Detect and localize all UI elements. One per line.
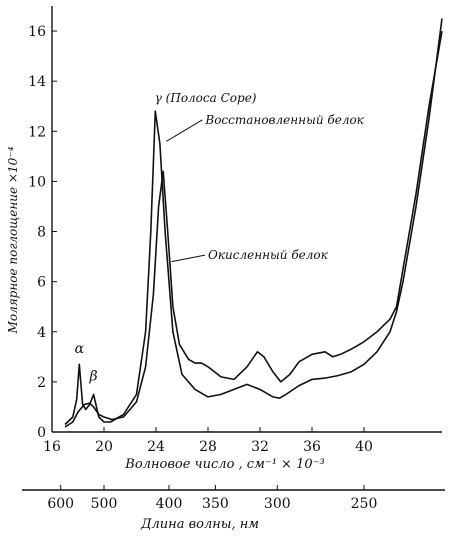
x-tick-label: 36 <box>303 439 321 455</box>
x-tick-label: 28 <box>199 439 217 455</box>
x-tick-label: 40 <box>355 439 373 455</box>
x2-tick-label: 300 <box>264 496 291 512</box>
annotation-label: α <box>75 341 85 357</box>
annotation-label: γ (Полоса Соре) <box>155 91 257 105</box>
y-tick-label: 14 <box>28 74 46 90</box>
x2-tick-label: 400 <box>156 496 183 512</box>
series-group <box>64 18 443 428</box>
x2-tick-label: 250 <box>351 496 378 512</box>
y-tick-label: 8 <box>37 225 46 241</box>
x2-tick-label: 500 <box>91 496 118 512</box>
x2-tick-label: 600 <box>47 496 74 512</box>
annotation-label: Окисленный белок <box>208 248 329 262</box>
annotation-leader <box>171 254 206 263</box>
spectrum-line-1 <box>64 18 443 426</box>
y-tick-label: 0 <box>37 425 46 441</box>
annotation-leader <box>166 119 203 142</box>
y-tick-label: 16 <box>28 24 46 40</box>
x-tick-label: 20 <box>95 439 113 455</box>
x-tick-label: 32 <box>251 439 269 455</box>
annotations: αβ γ (Полоса Соре) Восстановленный белок Ок… <box>75 91 365 384</box>
x2-tick-label: 350 <box>202 496 229 512</box>
x-tick-label: 16 <box>43 439 61 455</box>
annotation-label: β <box>89 368 98 384</box>
x-axis-label: Волновое число , см⁻¹ × 10⁻³ <box>124 457 324 472</box>
y-tick-label: 12 <box>28 124 46 140</box>
x-tick-label: 24 <box>147 439 165 455</box>
y-tick-label: 6 <box>37 275 46 291</box>
spectrum-line-2 <box>64 30 443 428</box>
y-tick-label: 2 <box>37 375 46 391</box>
y-tick-label: 4 <box>37 325 46 341</box>
annotation-label: Восстановленный белок <box>204 113 364 127</box>
x2-axis-label: Длина волны, нм <box>140 517 259 532</box>
y-axis-label: Молярное поглощение ×10⁻⁴ <box>6 146 20 334</box>
y-tick-label: 10 <box>28 174 46 190</box>
